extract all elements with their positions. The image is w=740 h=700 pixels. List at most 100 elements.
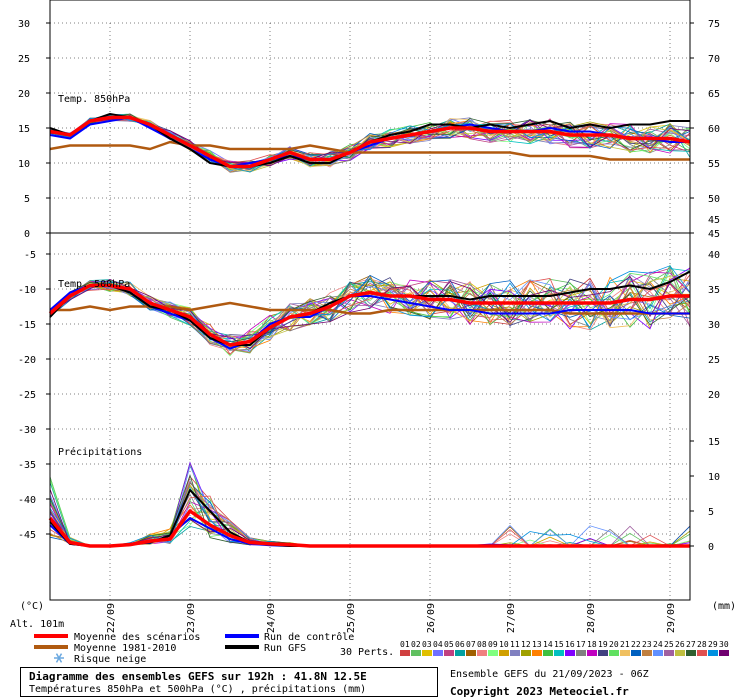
legend-label-gfs: Run GFS xyxy=(264,643,306,654)
y-tick-850: 10 xyxy=(18,159,30,170)
x-tick-label: 29/09 xyxy=(666,603,677,633)
member-precip-line xyxy=(49,477,690,547)
member-color-swatch xyxy=(543,650,553,656)
member-color-swatch xyxy=(444,650,454,656)
member-id-label: 26 xyxy=(675,640,685,649)
y-tick-850-right: 70 xyxy=(708,54,720,65)
member-color-swatch xyxy=(620,650,630,656)
y-tick-500: -15 xyxy=(18,320,36,331)
member-id-label: 28 xyxy=(697,640,707,649)
y-tick-850: 20 xyxy=(18,89,30,100)
y-tick-850-right: 60 xyxy=(708,124,720,135)
member-id-label: 22 xyxy=(631,640,641,649)
left-unit-label: (°C) xyxy=(20,601,44,612)
member-500-line xyxy=(49,275,691,350)
right-unit-label: (mm) xyxy=(712,601,736,612)
member-id-label: 20 xyxy=(609,640,619,649)
member-id-label: 18 xyxy=(587,640,597,649)
member-precip-line xyxy=(49,475,691,547)
member-id-label: 08 xyxy=(477,640,487,649)
member-color-swatch xyxy=(411,650,421,656)
member-color-swatch xyxy=(422,650,432,656)
snowflake-stroke xyxy=(55,653,63,663)
member-color-swatch xyxy=(653,650,663,656)
member-id-label: 06 xyxy=(455,640,465,649)
legend-label-clim: Moyenne 1981-2010 xyxy=(74,643,176,654)
control-850-line xyxy=(49,116,690,168)
member-id-label: 21 xyxy=(620,640,630,649)
legend-label-control: Run de contrôle xyxy=(264,631,354,643)
y-tick-500: -20 xyxy=(18,355,36,366)
member-color-swatch xyxy=(686,650,696,656)
member-color-swatch xyxy=(554,650,564,656)
member-id-label: 02 xyxy=(411,640,421,649)
footer-subtitle: Températures 850hPa et 500hPa (°C) , pré… xyxy=(29,684,367,695)
ensemble-members xyxy=(49,113,691,547)
y-tick-500: -25 xyxy=(18,390,36,401)
member-legend: 01 02 03 04 05 06 07 08 09 10 11 12 13 14 15 16 17 18 19 20… xyxy=(400,640,729,656)
axis-ticks: 05101520253045505560657075-5-10-15-20-25… xyxy=(18,19,720,633)
y-tick-850: 25 xyxy=(18,54,30,65)
member-color-swatch xyxy=(499,650,509,656)
y-tick-850: 0 xyxy=(24,229,30,240)
member-color-swatch xyxy=(488,650,498,656)
member-id-label: 19 xyxy=(598,640,608,649)
y-tick-850-right: 45 xyxy=(708,229,720,240)
panel-frame-500 xyxy=(49,232,691,601)
y-tick-500: -30 xyxy=(18,425,36,436)
member-precip-line xyxy=(49,477,690,547)
member-color-swatch xyxy=(719,650,729,656)
member-color-swatch xyxy=(598,650,608,656)
footer-box: Diagramme des ensembles GEFS sur 192h : … xyxy=(20,667,438,697)
member-color-swatch xyxy=(609,650,619,656)
x-tick-label: 26/09 xyxy=(426,603,437,633)
chart-grid xyxy=(50,22,690,600)
member-color-swatch xyxy=(576,650,586,656)
y-tick-850: 15 xyxy=(18,124,30,135)
member-id-label: 04 xyxy=(433,640,443,649)
member-precip-line xyxy=(49,474,690,547)
y-tick-500: -10 xyxy=(18,285,36,296)
member-id-label: 16 xyxy=(565,640,575,649)
chart-frame xyxy=(49,0,691,601)
y-tick-500: -5 xyxy=(24,250,36,261)
member-color-swatch xyxy=(675,650,685,656)
member-color-swatch xyxy=(664,650,674,656)
snowflake-icon xyxy=(54,653,64,663)
x-tick-label: 23/09 xyxy=(186,603,197,633)
y-tick-500: -45 xyxy=(18,530,36,541)
footer-title: Diagramme des ensembles GEFS sur 192h : … xyxy=(29,670,367,683)
y-tick-850-right: 75 xyxy=(708,19,720,30)
member-color-swatch xyxy=(708,650,718,656)
control-500-line xyxy=(49,284,690,350)
member-color-swatch xyxy=(642,650,652,656)
member-color-swatch xyxy=(477,650,487,656)
y-tick-850-right: 65 xyxy=(708,89,720,100)
t850-title: Temp. 850hPa xyxy=(58,94,130,105)
y-tick-500: -40 xyxy=(18,495,36,506)
member-id-label: 17 xyxy=(576,640,586,649)
run-info: Ensemble GEFS du 21/09/2023 - 06Z xyxy=(450,669,649,680)
member-500-line xyxy=(49,270,691,354)
member-color-swatch xyxy=(510,650,520,656)
copyright: Copyright 2023 Meteociel.fr xyxy=(450,685,629,698)
member-color-swatch xyxy=(433,650,443,656)
member-id-label: 25 xyxy=(664,640,674,649)
y-tick-850: 5 xyxy=(24,194,30,205)
legend: Moyenne des scénarios Moyenne 1981-2010 … xyxy=(34,631,729,665)
legend-label-perts: 30 Perts. xyxy=(340,647,394,658)
x-tick-label: 25/09 xyxy=(346,603,357,633)
member-precip-line xyxy=(49,461,691,547)
member-id-label: 13 xyxy=(532,640,542,649)
y-tick-500-right: 40 xyxy=(708,250,720,261)
member-color-swatch xyxy=(455,650,465,656)
member-id-label: 29 xyxy=(708,640,718,649)
member-id-label: 15 xyxy=(554,640,564,649)
member-id-label: 09 xyxy=(488,640,498,649)
member-id-label: 05 xyxy=(444,640,454,649)
x-tick-label: 22/09 xyxy=(106,603,117,633)
member-id-label: 30 xyxy=(719,640,729,649)
y-tick-500-right: 20 xyxy=(708,390,720,401)
precip-title: Précipitations xyxy=(58,446,142,458)
y-tick-500: -35 xyxy=(18,460,36,471)
